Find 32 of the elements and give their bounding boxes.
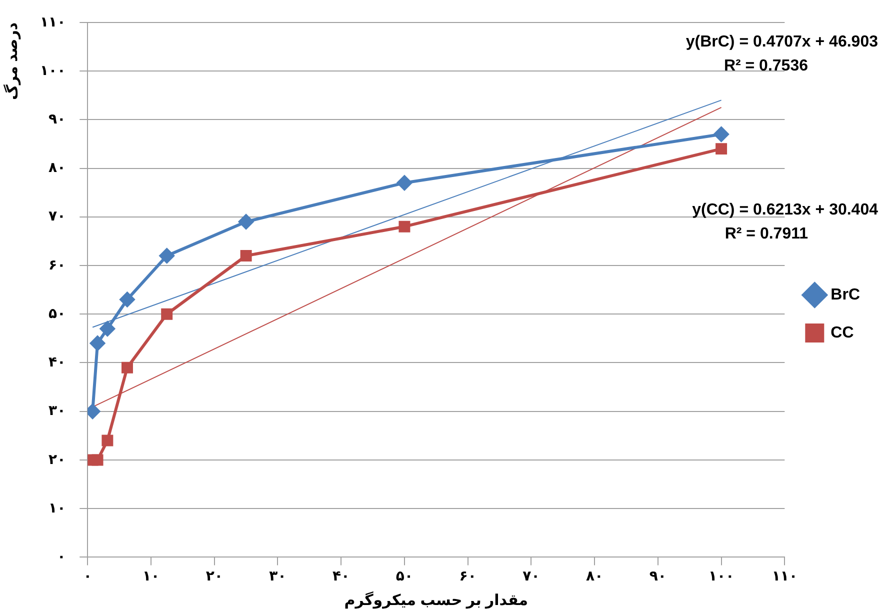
x-tick-label: ۱۰۰ xyxy=(708,567,734,584)
y-tick-label: ۱۰۰ xyxy=(40,62,66,78)
y-tick-label: ۶۰ xyxy=(48,256,66,272)
x-tick-label: ۴۰ xyxy=(332,567,350,584)
y-tick-label: ۱۱۰ xyxy=(40,13,66,30)
legend-label: BrC xyxy=(830,286,860,304)
x-tick-label: ۱۱۰ xyxy=(772,567,798,584)
x-tick-label: ۰ xyxy=(83,567,92,584)
x-tick-label: ۹۰ xyxy=(649,567,666,584)
annotation: R² = 0.7536 xyxy=(724,57,808,74)
y-tick-label: ۷۰ xyxy=(48,208,66,224)
x-tick-label: ۲۰ xyxy=(206,567,223,584)
y-tick-label: ۳۰ xyxy=(48,402,66,418)
x-tick-label: ۱۰ xyxy=(142,567,160,584)
annotation: R² = 0.7911 xyxy=(724,225,808,242)
y-tick-label: ۹۰ xyxy=(48,110,66,126)
x-tick-label: ۵۰ xyxy=(396,567,414,584)
legend-label: CC xyxy=(830,324,854,342)
y-tick-label: ۰ xyxy=(57,548,66,564)
x-tick-label: ۷۰ xyxy=(522,567,540,584)
annotation: y(BrC) = 0.4707x + 46.903 xyxy=(686,33,878,50)
y-tick-label: ۱۰ xyxy=(48,499,66,516)
y-axis-title: درصد مرگ xyxy=(3,22,22,100)
x-tick-label: ۸۰ xyxy=(586,567,604,584)
x-tick-label: ۶۰ xyxy=(459,567,476,584)
y-tick-label: ۴۰ xyxy=(48,354,66,370)
y-tick-label: ۵۰ xyxy=(48,304,66,321)
y-tick-label: ۲۰ xyxy=(48,450,66,467)
x-tick-label: ۳۰ xyxy=(269,567,286,584)
annotation: y(CC) = 0.6213x + 30.404 xyxy=(692,201,878,218)
x-axis-title: مقدار بر حسب میکروگرم xyxy=(344,591,528,610)
y-tick-label: ۸۰ xyxy=(48,159,66,176)
